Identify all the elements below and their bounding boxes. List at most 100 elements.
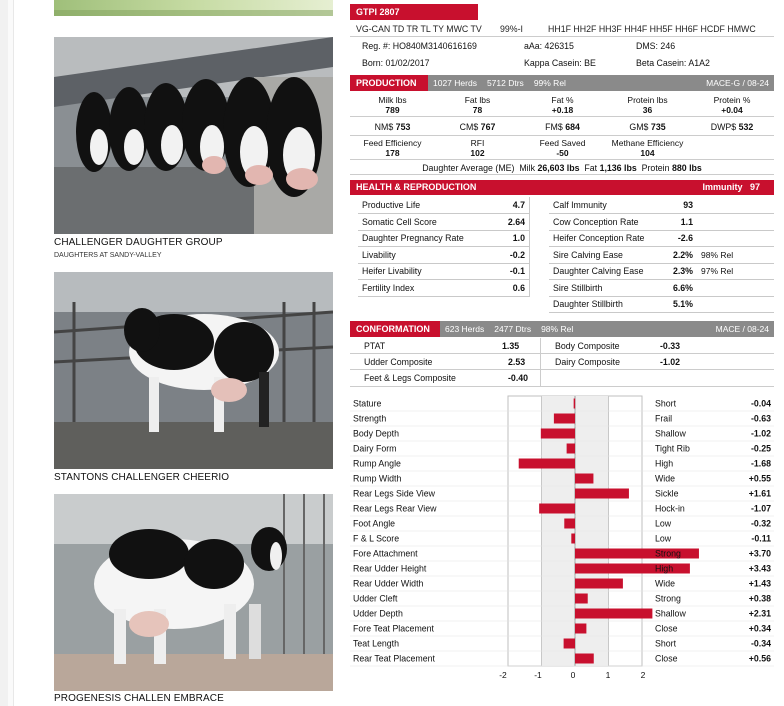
prod-value: +0.04 (721, 105, 743, 115)
prod-label: Fat % (551, 95, 574, 105)
health-left-row: Fertility Index 0.6 (358, 279, 531, 297)
health-trait-rel (697, 197, 774, 214)
health-right-row: Sire Stillbirth 6.6% (549, 279, 774, 297)
health-trait-value: -0.1 (497, 263, 531, 280)
photo-caption-2: STANTONS CHALLENGER CHEERIO (54, 472, 230, 483)
born-row: Born: 01/02/2017 Kappa Casein: BE Beta C… (350, 56, 774, 71)
trait-opposite-label: High (655, 459, 673, 469)
registration-number: Reg. #: HO840M3140616169 (362, 41, 477, 51)
photo-subcaption-1: DAUGHTERS AT SANDY-VALLEY (54, 252, 162, 259)
health-left-row: Productive Life 4.7 (358, 197, 531, 214)
daughter-protein-label: Protein (641, 163, 670, 173)
barn-cows-image (54, 37, 333, 234)
daughter-average-row: Daughter Average (ME) Milk 26,603 lbs Fa… (350, 161, 774, 175)
trait-bar (575, 623, 587, 634)
beta-casein: Beta Casein: A1A2 (636, 58, 710, 68)
cow-embrace-image (54, 494, 333, 691)
trait-label: Udder Depth (353, 609, 403, 619)
trait-bar (575, 548, 699, 559)
health-left-row: Daughter Pregnancy Rate 1.0 (358, 230, 531, 247)
linear-chart-svg: Stature Short -0.04 Strength Frail -0.63 Body … (350, 395, 774, 680)
trait-opposite-label: Short (655, 639, 677, 649)
production-herds: 1027 Herds (433, 78, 477, 88)
page-gutter (0, 0, 8, 706)
trait-value: -0.25 (751, 444, 771, 454)
body-composite-label: Body Composite (540, 338, 660, 353)
health-trait-label: Daughter Pregnancy Rate (358, 230, 498, 247)
prod-label: Protein lbs (627, 95, 668, 105)
dairy-composite-value: -1.02 (660, 357, 681, 367)
health-header: HEALTH & REPRODUCTION Immunity 97 (350, 180, 774, 195)
prod-value: 36 (642, 105, 653, 115)
tick-label: 2 (641, 670, 646, 680)
health-trait-label: Somatic Cell Score (358, 213, 498, 231)
cow-cheerio-image (54, 272, 333, 469)
feed-efficiency: Feed Efficiency 178 (350, 138, 435, 159)
health-trait-value: 1.0 (497, 230, 531, 247)
prod-protein-lbs: Protein lbs 36 (605, 95, 690, 116)
trait-value: +0.34 (749, 624, 771, 634)
health-trait-label: Daughter Stillbirth (549, 296, 655, 313)
rfi: RFI 102 (435, 138, 520, 159)
health-right: Calf Immunity 93 Cow Conception Rate 1.1 Hei… (549, 197, 774, 313)
trait-label: Dairy Form (353, 444, 397, 454)
classification-pct: 99%-I (500, 24, 523, 34)
trait-bar (573, 398, 576, 409)
prod-label: Fat lbs (464, 95, 491, 105)
conformation-dtrs: 2477 Dtrs (494, 324, 532, 334)
trait-bar (540, 428, 575, 439)
production-header: PRODUCTION 1027 Herds 5712 Dtrs 99% Rel … (350, 75, 774, 91)
production-row-2: NM$ 753 CM$ 767 FM$ 684 GM$ 735 DWP$ 532 (350, 118, 774, 136)
classification-codes: VG-CAN TD TR TL TY MWC TV (356, 24, 482, 34)
daughter-milk-label: Milk (519, 163, 535, 173)
health-trait-rel (697, 279, 774, 297)
trait-value: +3.43 (749, 564, 771, 574)
composite-row-1: PTAT 1.35 Body Composite -0.33 (350, 338, 774, 354)
grass-image (54, 0, 333, 16)
photo-daughter-group (54, 37, 333, 234)
trait-label: Rear Udder Height (353, 564, 427, 574)
dairy-composite-label: Dairy Composite (540, 354, 660, 369)
prod-value: 178 (385, 148, 400, 158)
trait-label: Rear Legs Side View (353, 489, 436, 499)
tick-label: -2 (499, 670, 507, 680)
trait-label: Fore Attachment (353, 549, 418, 559)
trait-bar (539, 503, 575, 514)
empty-cell (690, 138, 774, 159)
trait-label: Rear Teat Placement (353, 654, 436, 664)
health-trait-value: 2.3% (655, 263, 697, 280)
health-trait-value: 93 (655, 197, 697, 214)
trait-value: -0.11 (751, 534, 771, 544)
index-cm: CM$ 767 (435, 118, 520, 135)
index-value: 532 (738, 122, 754, 132)
trait-value: -1.68 (751, 459, 771, 469)
trait-value: +0.55 (749, 474, 771, 484)
trait-opposite-label: Wide (655, 579, 675, 589)
index-label: GM$ (629, 122, 649, 132)
health-trait-value: 5.1% (655, 296, 697, 313)
production-row-1: Milk lbs 789 Fat lbs 78 Fat % +0.18 Protein… (350, 93, 774, 117)
linear-trait-chart: Stature Short -0.04 Strength Frail -0.63 Body … (350, 394, 774, 684)
index-label: FM$ (545, 122, 563, 132)
index-label: CM$ (459, 122, 479, 132)
trait-label: Foot Angle (353, 519, 395, 529)
trait-label: Stature (353, 399, 381, 409)
production-meta: 1027 Herds 5712 Dtrs 99% Rel MACE-G / 08… (428, 75, 774, 91)
health-trait-label: Sire Stillbirth (549, 279, 655, 297)
trait-label: Udder Cleft (353, 594, 398, 604)
tick-label: 0 (571, 670, 576, 680)
trait-label: Fore Teat Placement (353, 624, 435, 634)
udder-composite-value: 2.53 (508, 357, 526, 367)
health-trait-value: 2.64 (497, 213, 531, 231)
health-trait-label: Livability (358, 246, 498, 264)
reg-row: Reg. #: HO840M3140616169 aAa: 426315 DMS… (350, 39, 774, 54)
prod-label: RFI (470, 138, 485, 148)
daughter-average-label: Daughter Average (ME) (422, 163, 515, 173)
trait-opposite-label: Shallow (655, 429, 686, 439)
health-trait-rel (697, 296, 774, 313)
feed-saved: Feed Saved -50 (520, 138, 605, 159)
trait-opposite-label: Close (655, 654, 678, 664)
trait-opposite-label: Close (655, 624, 678, 634)
index-label: NM$ (374, 122, 394, 132)
trait-bar (566, 443, 575, 454)
